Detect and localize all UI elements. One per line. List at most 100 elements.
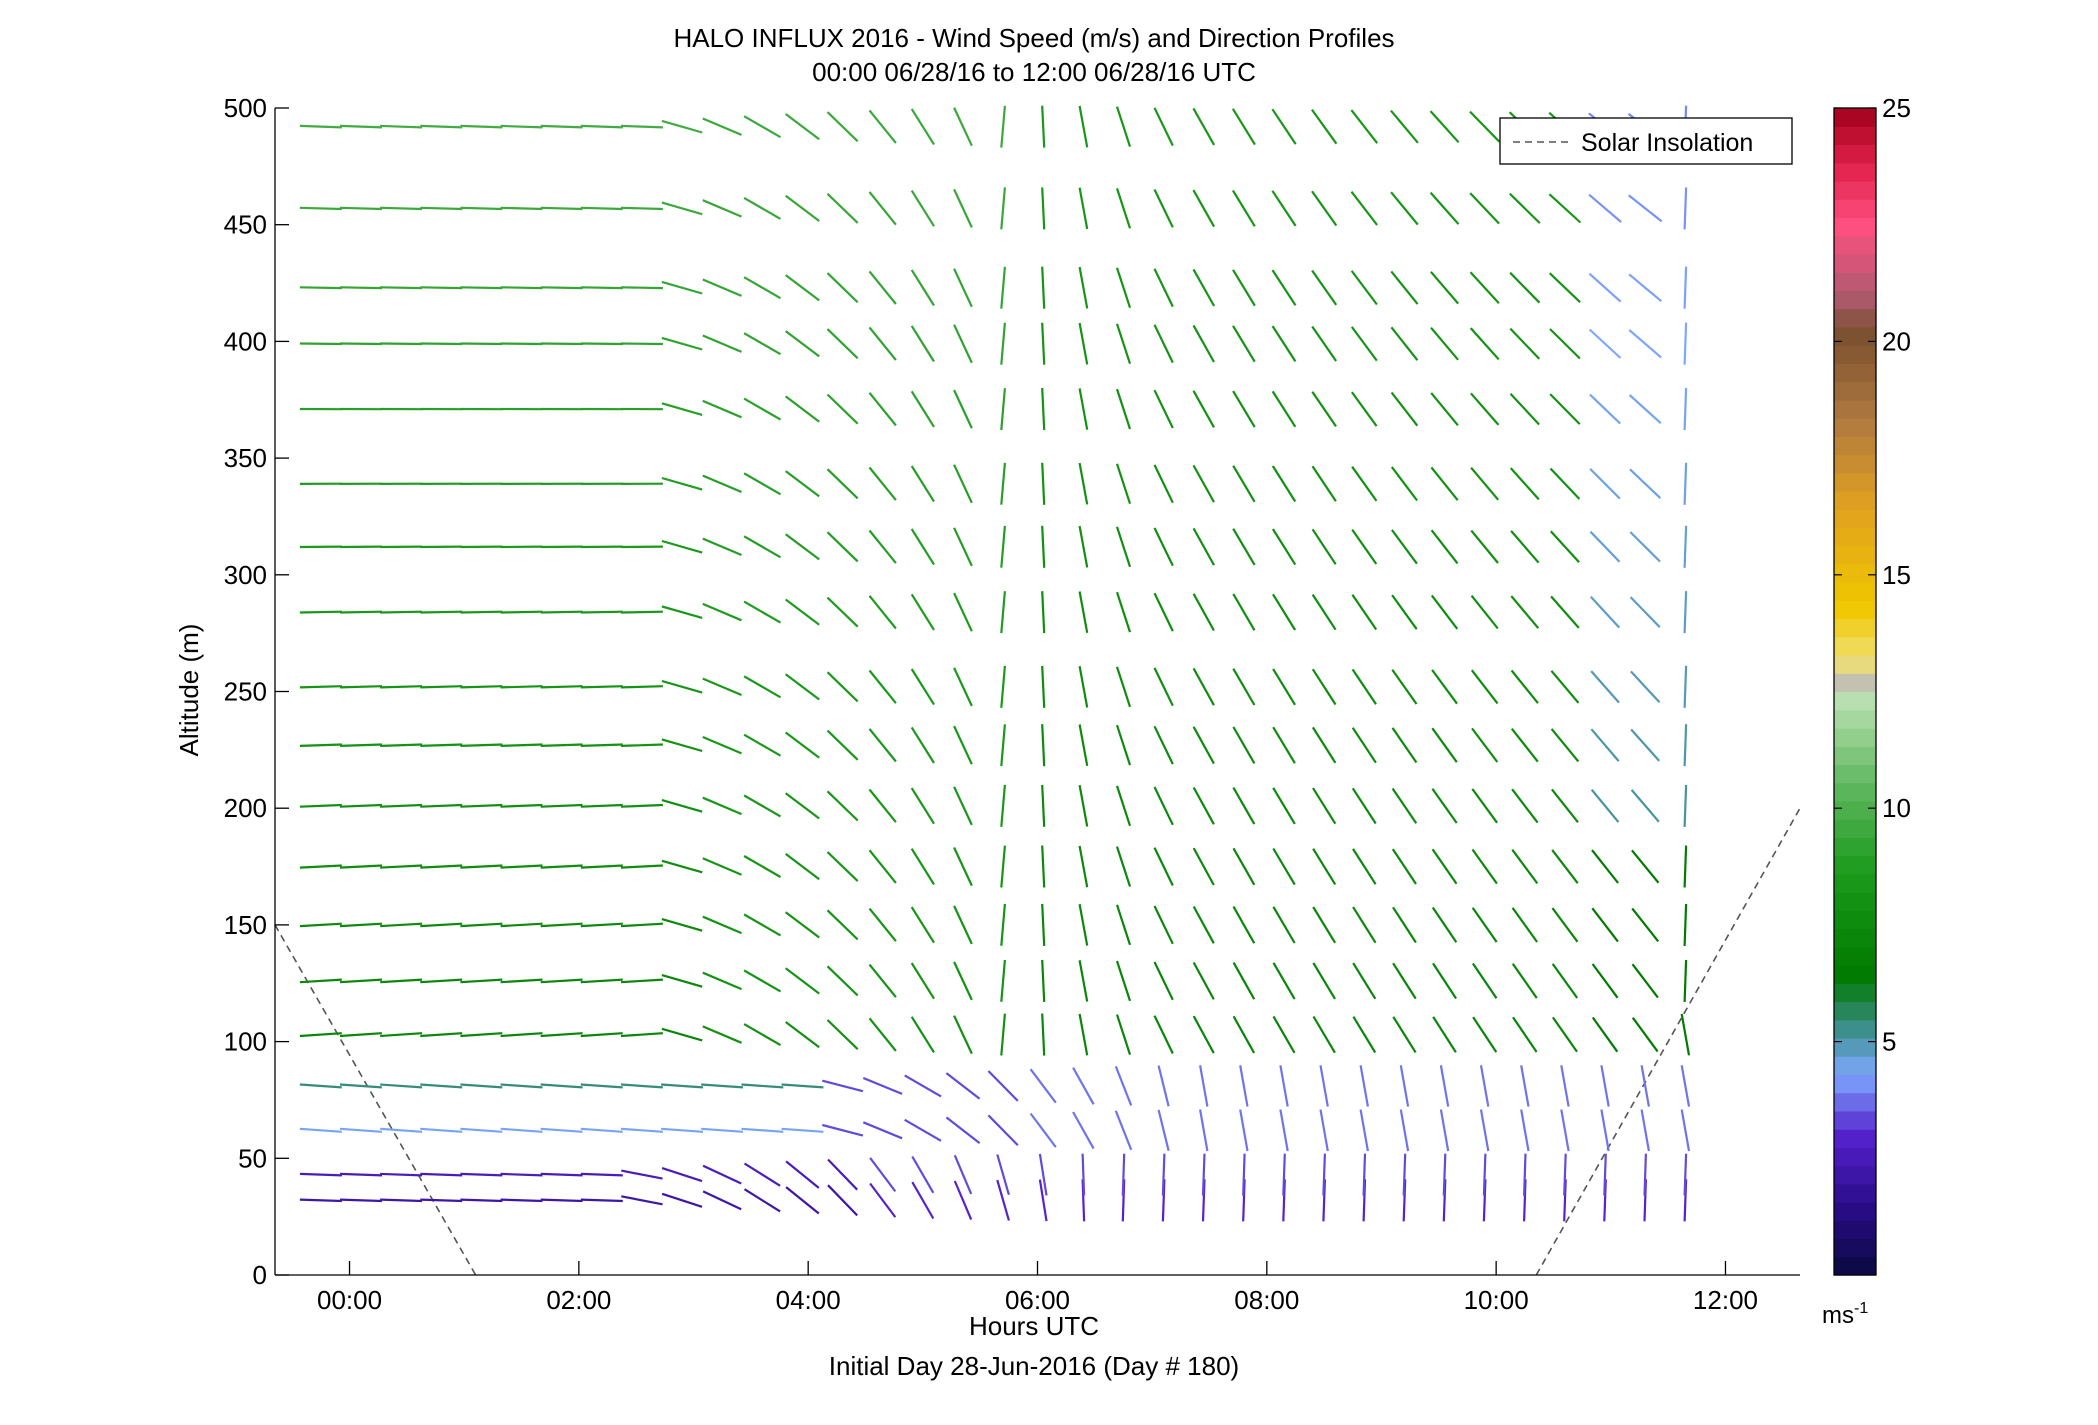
wind-barb [1631, 1017, 1659, 1053]
wind-barb [1078, 904, 1089, 946]
wind-barb [910, 593, 935, 631]
wind-barb [1115, 785, 1132, 827]
colorbar-band [1834, 417, 1876, 437]
wind-barb [1351, 466, 1378, 502]
wind-barb [743, 913, 782, 937]
wind-barb [1359, 1109, 1369, 1152]
wind-barb [1041, 591, 1046, 634]
wind-barb [339, 685, 383, 689]
wind-barb [380, 1032, 423, 1038]
wind-barb [1311, 668, 1337, 706]
wind-barb [1232, 668, 1256, 706]
colorbar-band [1834, 1238, 1876, 1258]
wind-barb [1430, 529, 1459, 565]
wind-barb [339, 1083, 382, 1089]
wind-barb [380, 286, 423, 290]
wind-barb [339, 1172, 383, 1177]
wind-barb [743, 115, 782, 139]
wind-barb [1153, 592, 1174, 632]
wind-barb [1351, 594, 1378, 631]
wind-barb [1391, 848, 1417, 885]
wind-barb [1442, 1153, 1447, 1196]
wind-barb [702, 602, 742, 622]
wind-barb [620, 1032, 663, 1038]
wind-barb [1509, 192, 1541, 224]
wind-barb [1390, 391, 1419, 427]
wind-barb [1041, 784, 1046, 827]
wind-barb [661, 402, 703, 416]
wind-barb [620, 206, 663, 211]
colorbar-band [1834, 345, 1876, 364]
wind-barb [420, 1172, 463, 1177]
wind-barb [827, 1158, 858, 1191]
wind-barb [953, 725, 973, 765]
wind-barb [1351, 668, 1377, 705]
wind-barb [911, 1181, 935, 1220]
wind-barb [1041, 903, 1046, 946]
wind-barb [1041, 187, 1046, 230]
wind-barb [785, 330, 820, 358]
wind-barb [621, 1169, 663, 1180]
y-tick-label: 450 [224, 210, 267, 240]
wind-barb [1560, 1109, 1570, 1152]
wind-barb [1429, 191, 1460, 225]
x-tick-label: 08:00 [1234, 1285, 1299, 1315]
wind-barb [661, 1167, 703, 1183]
wind-barb [1482, 1153, 1487, 1196]
wind-barb [1272, 668, 1296, 706]
wind-barb [1510, 669, 1539, 704]
y-tick-label: 150 [224, 910, 267, 940]
wind-barb [1512, 1016, 1538, 1053]
wind-barb [868, 849, 897, 884]
wind-barb [580, 864, 623, 869]
wind-barb [910, 848, 935, 885]
wind-barb [1311, 108, 1338, 145]
wind-barb [339, 803, 383, 808]
wind-barb [785, 792, 820, 820]
wind-barb [299, 610, 342, 614]
wind-barb [620, 610, 663, 614]
wind-barb [1511, 788, 1539, 824]
wind-barb [1282, 1153, 1286, 1196]
colorbar-band [1834, 709, 1876, 729]
wind-barb [1271, 108, 1297, 145]
title-line-1: HALO INFLUX 2016 - Wind Speed (m/s) and … [673, 23, 1394, 53]
wind-barb [1072, 1111, 1095, 1150]
colorbar-band [1834, 162, 1876, 182]
wind-barb [785, 533, 820, 561]
wind-barb [299, 685, 342, 689]
wind-barb [1630, 789, 1660, 823]
wind-barb [702, 735, 742, 755]
wind-barb [1469, 271, 1500, 304]
wind-barb [1352, 962, 1377, 1000]
wind-barb [1471, 788, 1498, 824]
wind-barb [1192, 390, 1215, 428]
wind-barb [1350, 270, 1378, 306]
wind-barb [460, 286, 503, 290]
wind-barb [661, 280, 703, 295]
wind-barb [743, 1188, 781, 1213]
wind-barb [1201, 1153, 1206, 1196]
colorbar-band [1834, 655, 1876, 674]
wind-barb [826, 851, 859, 882]
wind-barb [661, 539, 703, 554]
wind-barb [1041, 959, 1046, 1002]
wind-barb [1038, 1179, 1048, 1222]
colorbar-tick-label: 20 [1882, 326, 1911, 356]
wind-barb [540, 1127, 583, 1133]
wind-barb [743, 276, 782, 300]
wind-barb [743, 1162, 781, 1187]
wind-barb [620, 342, 663, 346]
wind-barb [1192, 961, 1215, 1000]
wind-barb [1192, 107, 1216, 146]
colorbar-band [1834, 746, 1876, 766]
colorbar-band [1834, 1202, 1876, 1221]
wind-barb [1591, 963, 1619, 999]
x-tick-label: 10:00 [1464, 1285, 1529, 1315]
wind-barb [580, 743, 623, 747]
wind-barb [1115, 267, 1132, 309]
wind-barb [1041, 525, 1046, 568]
wind-barb [1115, 463, 1132, 505]
wind-barb [1041, 724, 1046, 767]
